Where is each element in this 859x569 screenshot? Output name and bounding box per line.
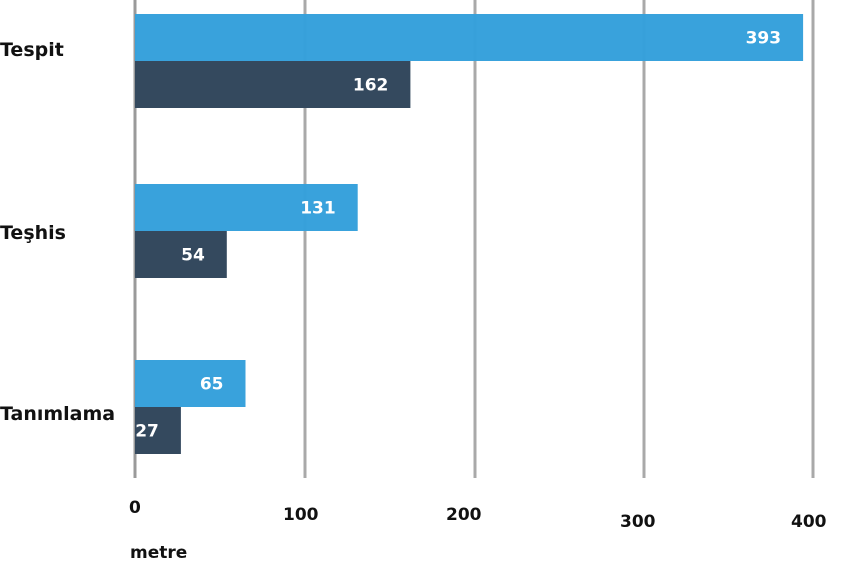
x-axis-title: metre [130, 543, 187, 563]
bar-tespit-series-2 [135, 61, 411, 108]
bar-tanimlama-series-2 [135, 407, 181, 454]
category-label-tanimlama: Tanımlama [0, 403, 115, 425]
category-label-teshis: Teşhis [0, 222, 66, 244]
bar-tespit-series-1 [135, 14, 804, 61]
bars [135, 14, 804, 454]
data-label-tespit-series-1: 393 [746, 29, 782, 49]
bar-teshis-series-1 [135, 184, 358, 231]
category-labels: Tespit Teşhis Tanımlama [0, 39, 115, 425]
x-tick-label-100: 100 [283, 505, 319, 525]
data-label-tanimlama-series-2: 27 [135, 422, 159, 442]
x-tick-labels: 0 100 200 300 400 [129, 498, 827, 532]
data-labels: 393 131 65 162 54 27 [135, 29, 781, 442]
x-tick-label-0: 0 [129, 498, 141, 518]
data-label-tanimlama-series-1: 65 [200, 375, 224, 395]
category-label-tespit: Tespit [0, 39, 64, 61]
data-label-teshis-series-1: 131 [300, 199, 336, 219]
data-label-teshis-series-2: 54 [181, 246, 205, 266]
x-tick-label-400: 400 [791, 512, 827, 532]
x-tick-label-300: 300 [620, 512, 656, 532]
bar-tanimlama-series-1 [135, 360, 246, 407]
x-tick-label-200: 200 [446, 505, 482, 525]
bar-teshis-series-2 [135, 231, 227, 278]
data-label-tespit-series-2: 162 [353, 76, 389, 96]
